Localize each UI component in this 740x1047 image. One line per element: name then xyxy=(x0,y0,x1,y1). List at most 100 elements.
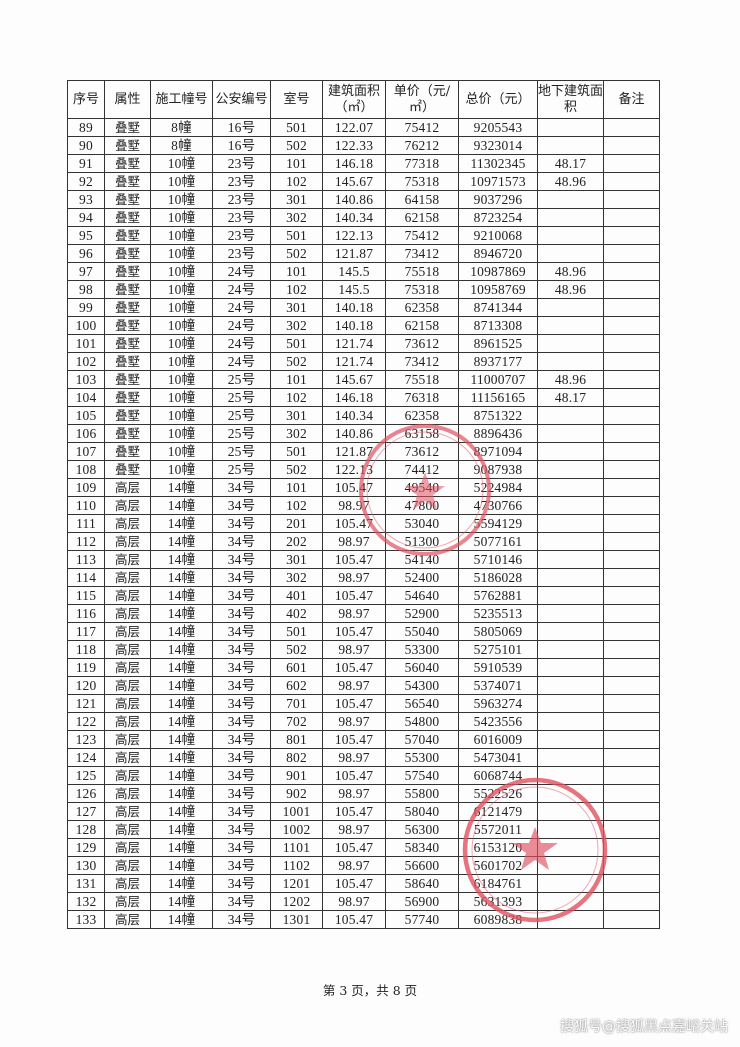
cell-total-price: 5275101 xyxy=(458,640,538,659)
cell-unit-price: 75318 xyxy=(385,280,459,299)
cell-unit-price: 51300 xyxy=(385,532,459,551)
cell-area: 98.97 xyxy=(322,568,386,587)
cell-index: 105 xyxy=(67,406,105,425)
table-row: 121 高层 14幢 34号 701 105.47 56540 5963274 xyxy=(67,694,660,713)
cell-index: 120 xyxy=(67,676,105,695)
cell-index: 132 xyxy=(67,892,105,911)
cell-remarks xyxy=(603,892,660,911)
cell-index: 99 xyxy=(67,298,105,317)
table-row: 98 叠墅 10幢 24号 102 145.5 75318 10958769 48.96 xyxy=(67,280,660,299)
cell-area: 98.97 xyxy=(322,712,386,731)
cell-room: 502 xyxy=(270,136,323,155)
cell-underground-area xyxy=(537,550,604,569)
cell-area: 105.47 xyxy=(322,550,386,569)
cell-type: 高层 xyxy=(104,604,151,623)
cell-total-price: 9037296 xyxy=(458,190,538,209)
cell-police-no: 34号 xyxy=(212,640,271,659)
cell-unit-price: 73412 xyxy=(385,244,459,263)
cell-remarks xyxy=(603,550,660,569)
cell-type: 高层 xyxy=(104,532,151,551)
cell-area: 98.97 xyxy=(322,496,386,515)
cell-index: 117 xyxy=(67,622,105,641)
cell-room: 901 xyxy=(270,766,323,785)
cell-unit-price: 76212 xyxy=(385,136,459,155)
cell-underground-area xyxy=(537,694,604,713)
cell-total-price: 5963274 xyxy=(458,694,538,713)
cell-building: 10幢 xyxy=(150,190,213,209)
table-row: 132 高层 14幢 34号 1202 98.97 56900 5631393 xyxy=(67,892,660,911)
cell-unit-price: 57540 xyxy=(385,766,459,785)
cell-unit-price: 54300 xyxy=(385,676,459,695)
cell-building: 10幢 xyxy=(150,334,213,353)
cell-type: 叠墅 xyxy=(104,154,151,173)
cell-index: 96 xyxy=(67,244,105,263)
table-row: 89 叠墅 8幢 16号 501 122.07 75412 9205543 xyxy=(67,118,660,137)
cell-room: 101 xyxy=(270,478,323,497)
cell-room: 302 xyxy=(270,316,323,335)
cell-room: 301 xyxy=(270,298,323,317)
cell-underground-area xyxy=(537,910,604,929)
cell-total-price: 5374071 xyxy=(458,676,538,695)
cell-total-price: 5473041 xyxy=(458,748,538,767)
cell-police-no: 23号 xyxy=(212,172,271,191)
cell-unit-price: 56600 xyxy=(385,856,459,875)
cell-underground-area xyxy=(537,766,604,785)
cell-area: 105.47 xyxy=(322,838,386,857)
cell-police-no: 25号 xyxy=(212,442,271,461)
table-row: 94 叠墅 10幢 23号 302 140.34 62158 8723254 xyxy=(67,208,660,227)
cell-area: 145.5 xyxy=(322,280,386,299)
cell-remarks xyxy=(603,244,660,263)
cell-underground-area xyxy=(537,640,604,659)
cell-type: 叠墅 xyxy=(104,190,151,209)
cell-room: 502 xyxy=(270,244,323,263)
cell-room: 1202 xyxy=(270,892,323,911)
cell-area: 145.67 xyxy=(322,172,386,191)
cell-police-no: 23号 xyxy=(212,244,271,263)
cell-unit-price: 62158 xyxy=(385,316,459,335)
cell-index: 121 xyxy=(67,694,105,713)
cell-remarks xyxy=(603,460,660,479)
table-row: 133 高层 14幢 34号 1301 105.47 57740 6089838 xyxy=(67,910,660,929)
cell-room: 1002 xyxy=(270,820,323,839)
cell-room: 502 xyxy=(270,352,323,371)
cell-building: 14幢 xyxy=(150,622,213,641)
cell-total-price: 6068744 xyxy=(458,766,538,785)
cell-police-no: 34号 xyxy=(212,856,271,875)
cell-total-price: 5077161 xyxy=(458,532,538,551)
cell-police-no: 34号 xyxy=(212,478,271,497)
cell-index: 101 xyxy=(67,334,105,353)
cell-room: 1301 xyxy=(270,910,323,929)
cell-building: 8幢 xyxy=(150,136,213,155)
cell-room: 101 xyxy=(270,370,323,389)
cell-area: 98.97 xyxy=(322,856,386,875)
cell-police-no: 34号 xyxy=(212,874,271,893)
cell-police-no: 23号 xyxy=(212,154,271,173)
cell-type: 叠墅 xyxy=(104,208,151,227)
table-row: 124 高层 14幢 34号 802 98.97 55300 5473041 xyxy=(67,748,660,767)
cell-room: 501 xyxy=(270,226,323,245)
cell-type: 高层 xyxy=(104,568,151,587)
cell-area: 105.47 xyxy=(322,622,386,641)
cell-area: 140.86 xyxy=(322,190,386,209)
cell-total-price: 11302345 xyxy=(458,154,538,173)
cell-underground-area xyxy=(537,856,604,875)
cell-type: 高层 xyxy=(104,802,151,821)
cell-area: 105.47 xyxy=(322,874,386,893)
cell-underground-area xyxy=(537,838,604,857)
cell-index: 133 xyxy=(67,910,105,929)
cell-building: 14幢 xyxy=(150,910,213,929)
cell-underground-area xyxy=(537,442,604,461)
cell-total-price: 8751322 xyxy=(458,406,538,425)
cell-police-no: 34号 xyxy=(212,568,271,587)
cell-room: 702 xyxy=(270,712,323,731)
cell-police-no: 34号 xyxy=(212,694,271,713)
cell-unit-price: 75518 xyxy=(385,370,459,389)
cell-unit-price: 77318 xyxy=(385,154,459,173)
cell-building: 14幢 xyxy=(150,838,213,857)
cell-area: 121.74 xyxy=(322,334,386,353)
cell-area: 140.86 xyxy=(322,424,386,443)
cell-police-no: 25号 xyxy=(212,406,271,425)
header-col-room: 室号 xyxy=(270,80,323,119)
cell-police-no: 25号 xyxy=(212,388,271,407)
cell-type: 高层 xyxy=(104,586,151,605)
